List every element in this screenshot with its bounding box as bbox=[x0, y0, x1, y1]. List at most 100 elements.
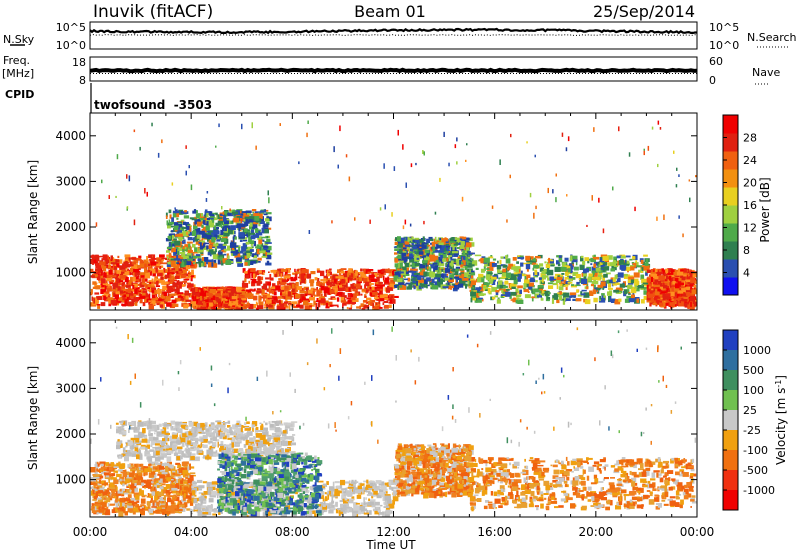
heatmap-cell bbox=[446, 257, 449, 262]
heatmap-cell bbox=[294, 268, 296, 272]
heatmap-cell bbox=[133, 283, 138, 288]
heatmap-cell bbox=[230, 251, 235, 254]
heatmap-cell bbox=[643, 287, 649, 290]
heatmap-cell bbox=[125, 260, 128, 266]
heatmap-cell bbox=[152, 268, 156, 274]
heatmap-cell bbox=[519, 298, 523, 300]
heatmap-cell bbox=[156, 289, 162, 294]
heatmap-cell bbox=[90, 288, 93, 294]
heatmap-cell bbox=[447, 264, 449, 269]
heatmap-cell bbox=[291, 304, 295, 307]
heatmap-cell bbox=[421, 245, 427, 249]
heatmap-cell bbox=[352, 283, 355, 286]
heatmap-cell bbox=[223, 243, 226, 249]
heatmap-cell bbox=[459, 245, 465, 249]
heatmap-cell bbox=[94, 256, 100, 262]
heatmap-cell bbox=[438, 262, 445, 267]
heatmap-cell bbox=[310, 271, 316, 275]
heatmap-cell bbox=[176, 232, 180, 235]
heatmap-cell bbox=[459, 278, 462, 280]
heatmap-cell bbox=[361, 272, 367, 278]
nsearch-tick-high: 10^5 bbox=[709, 21, 739, 34]
heatmap-cell bbox=[438, 277, 441, 282]
heatmap-cell bbox=[375, 302, 378, 305]
heatmap-cell bbox=[483, 288, 486, 291]
heatmap-cell bbox=[93, 274, 98, 277]
heatmap-cell bbox=[143, 288, 147, 291]
heatmap-cell bbox=[447, 279, 450, 285]
heatmap-cell bbox=[593, 297, 598, 303]
heatmap-cell bbox=[195, 254, 201, 257]
heatmap-cell bbox=[148, 254, 153, 258]
heatmap-cell bbox=[90, 259, 94, 264]
heatmap-cell bbox=[580, 293, 586, 296]
heatmap-cell bbox=[205, 198, 208, 202]
heatmap-cell bbox=[552, 282, 558, 286]
heatmap-cell bbox=[193, 237, 195, 243]
heatmap-cell bbox=[175, 209, 178, 212]
heatmap-cell bbox=[338, 275, 344, 279]
heatmap-cell bbox=[450, 260, 454, 266]
heatmap-cell bbox=[525, 263, 531, 270]
heatmap-cell bbox=[277, 281, 280, 286]
heatmap-cell bbox=[347, 272, 350, 277]
heatmap-cell bbox=[277, 296, 282, 299]
heatmap-cell bbox=[161, 139, 163, 144]
heatmap-cell bbox=[464, 256, 469, 262]
heatmap-cell bbox=[175, 263, 181, 266]
heatmap-cell bbox=[357, 272, 365, 274]
heatmap-cell bbox=[175, 248, 178, 255]
heatmap-cell bbox=[337, 164, 339, 169]
heatmap-cell bbox=[503, 285, 508, 288]
heatmap-cell bbox=[352, 286, 356, 289]
heatmap-cell bbox=[183, 215, 190, 219]
heatmap-cell bbox=[186, 252, 192, 258]
heatmap-cell bbox=[213, 227, 219, 230]
heatmap-cell bbox=[248, 303, 254, 310]
heatmap-cell bbox=[169, 278, 175, 283]
heatmap-cell bbox=[683, 281, 685, 287]
heatmap-cell bbox=[469, 269, 471, 273]
heatmap-cell bbox=[456, 278, 461, 281]
heatmap-cell bbox=[422, 242, 428, 246]
heatmap-cell bbox=[206, 245, 208, 250]
heatmap-cell bbox=[209, 305, 213, 309]
heatmap-cell bbox=[450, 256, 453, 262]
heatmap-cell bbox=[423, 271, 428, 277]
heatmap-cell bbox=[647, 288, 651, 294]
heatmap-cell bbox=[404, 271, 409, 276]
heatmap-cell bbox=[134, 291, 141, 294]
heatmap-cell bbox=[191, 289, 196, 295]
heatmap-cell bbox=[213, 243, 219, 247]
heatmap-cell bbox=[360, 293, 363, 296]
heatmap-cell bbox=[500, 256, 504, 259]
heatmap-cell bbox=[425, 244, 431, 247]
heatmap-cell bbox=[671, 303, 675, 308]
heatmap-cell bbox=[218, 305, 223, 308]
heatmap-cell bbox=[120, 292, 127, 296]
heatmap-cell bbox=[394, 286, 398, 288]
heatmap-cell bbox=[567, 136, 570, 142]
heatmap-cell bbox=[583, 275, 587, 282]
heatmap-cell bbox=[264, 218, 269, 222]
heatmap-cell bbox=[656, 216, 658, 221]
heatmap-cell bbox=[683, 303, 690, 307]
heatmap-cell bbox=[220, 244, 227, 246]
heatmap-cell bbox=[429, 267, 432, 273]
heatmap-cell bbox=[249, 232, 255, 235]
heatmap-cell bbox=[662, 281, 668, 286]
heatmap-cell bbox=[602, 228, 605, 234]
heatmap-cell bbox=[185, 278, 190, 281]
heatmap-cell bbox=[392, 299, 396, 304]
heatmap-cell bbox=[624, 298, 630, 303]
heatmap-cell bbox=[154, 277, 157, 283]
heatmap-cell bbox=[452, 251, 459, 254]
heatmap-cell bbox=[363, 278, 368, 284]
heatmap-cell bbox=[653, 284, 660, 288]
heatmap-cell bbox=[530, 277, 535, 282]
heatmap-cell bbox=[426, 284, 430, 287]
heatmap-cell bbox=[190, 276, 193, 282]
heatmap-cell bbox=[372, 291, 378, 296]
heatmap-cell bbox=[340, 269, 344, 272]
heatmap-cell bbox=[422, 277, 424, 280]
